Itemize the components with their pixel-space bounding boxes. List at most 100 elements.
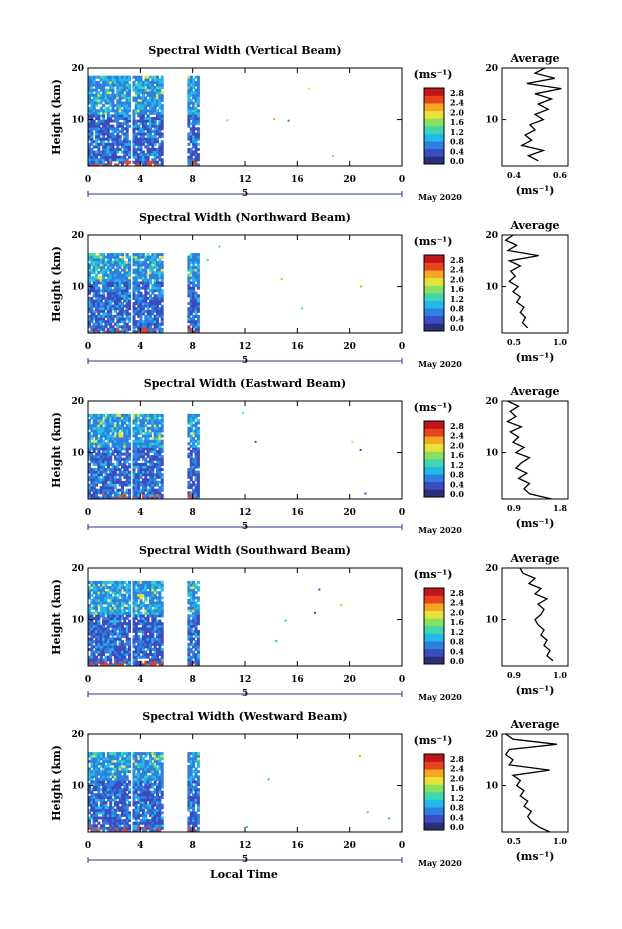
heatmap-cell	[151, 296, 155, 300]
heatmap-cell	[97, 806, 101, 810]
colorbar-swatch	[424, 641, 444, 650]
heatmap-cell	[151, 601, 155, 605]
heatmap-cell	[97, 452, 101, 456]
heatmap-cell	[141, 462, 145, 466]
heatmap-cell	[102, 645, 106, 649]
heatmap-cell	[141, 124, 145, 128]
heatmap-cell	[192, 653, 196, 657]
heatmap-cell	[102, 798, 106, 802]
heatmap-cell	[106, 258, 110, 262]
heatmap-cell	[106, 752, 110, 756]
heatmap-cell	[196, 96, 200, 100]
heatmap-cell	[99, 265, 103, 269]
heatmap-cell	[111, 824, 115, 828]
heatmap-cell	[149, 475, 152, 479]
heatmap-cell	[151, 640, 155, 644]
heatmap-cell	[116, 650, 120, 654]
heatmap-cell	[134, 276, 138, 280]
heatmap-cell	[106, 770, 110, 774]
heatmap-cell	[113, 416, 117, 420]
heatmap-cell	[125, 632, 129, 636]
heatmap-cell	[121, 307, 124, 311]
heatmap-cell	[92, 468, 96, 472]
heatmap-cell	[156, 457, 159, 461]
heatmap-cell	[151, 271, 155, 275]
colorbar-tick-label: 0.8	[450, 470, 464, 480]
heatmap-cell	[104, 455, 108, 459]
heatmap-cell	[113, 808, 117, 812]
heatmap-cell	[102, 606, 106, 610]
heatmap-cell	[104, 278, 108, 282]
heatmap-cell	[102, 793, 106, 797]
heatmap-cell	[118, 325, 122, 329]
heatmap-cell	[153, 153, 157, 157]
heatmap-cell	[109, 460, 113, 464]
heatmap-cell	[125, 795, 129, 799]
heatmap-cell	[146, 78, 150, 82]
heatmap-cell	[90, 98, 94, 102]
heatmap-cell	[121, 611, 124, 615]
heatmap-cell	[97, 772, 101, 776]
heatmap-cell	[123, 145, 127, 149]
heatmap-cell	[113, 772, 117, 776]
heatmap-cell	[144, 447, 148, 451]
heatmap-cell	[160, 281, 164, 285]
heatmap-cell	[104, 790, 108, 794]
heatmap-cell	[187, 419, 191, 423]
heatmap-cell	[158, 314, 162, 318]
heatmap-cell	[160, 468, 164, 472]
heatmap-cell	[113, 299, 117, 303]
heatmap-cell	[90, 658, 94, 662]
heatmap-cell	[102, 601, 106, 605]
heatmap-cell	[192, 122, 196, 126]
heatmap-cell	[254, 440, 257, 443]
heatmap-cell	[187, 426, 191, 430]
heatmap-cell	[128, 475, 131, 479]
heatmap-cell	[106, 439, 110, 443]
heatmap-cell	[111, 465, 115, 469]
heatmap-cell	[149, 150, 152, 154]
heatmap-cell	[144, 160, 148, 164]
heatmap-cell	[149, 271, 152, 275]
heatmap-cell	[160, 147, 164, 151]
heatmap-cell	[113, 260, 117, 264]
heatmap-cell	[125, 785, 129, 789]
heatmap-cell	[139, 470, 143, 474]
heatmap-cell	[104, 153, 108, 157]
heatmap-cell	[137, 78, 141, 82]
heatmap-cell	[111, 119, 115, 123]
heatmap-cell	[116, 619, 120, 623]
heatmap-cell	[95, 604, 99, 608]
heatmap-cell	[125, 824, 129, 828]
heatmap-cell	[134, 320, 138, 324]
heatmap-cell	[156, 91, 159, 95]
heatmap-cell	[187, 268, 191, 272]
heatmap-cell	[121, 653, 124, 657]
heatmap-cell	[158, 302, 162, 306]
heatmap-cell	[90, 284, 94, 287]
heatmap-cell	[149, 583, 152, 587]
heatmap-cell	[111, 629, 115, 633]
heatmap-cell	[128, 604, 131, 608]
heatmap-cell	[111, 421, 115, 425]
heatmap-cell	[92, 299, 96, 303]
y-axis-label: Height (km)	[50, 246, 63, 322]
colorbar-unit: (ms⁻¹)	[414, 235, 453, 248]
heatmap-cell	[132, 83, 136, 87]
heatmap-cell	[95, 806, 99, 810]
heatmap-cell	[125, 586, 129, 590]
heatmap-cell	[109, 304, 113, 308]
heatmap-cell	[95, 91, 99, 95]
heatmap-cell	[121, 480, 124, 484]
heatmap-cell	[121, 145, 124, 149]
heatmap-cell	[118, 775, 122, 779]
heatmap-cell	[144, 826, 148, 830]
heatmap-cell	[153, 637, 157, 641]
heatmap-cell	[132, 260, 136, 264]
heatmap-cell	[97, 160, 101, 164]
average-y-tick-label: 10	[485, 449, 498, 459]
heatmap-cell	[134, 426, 138, 430]
heatmap-cell	[123, 480, 127, 484]
heatmap-cell	[111, 153, 115, 157]
colorbar-swatch	[424, 648, 444, 657]
